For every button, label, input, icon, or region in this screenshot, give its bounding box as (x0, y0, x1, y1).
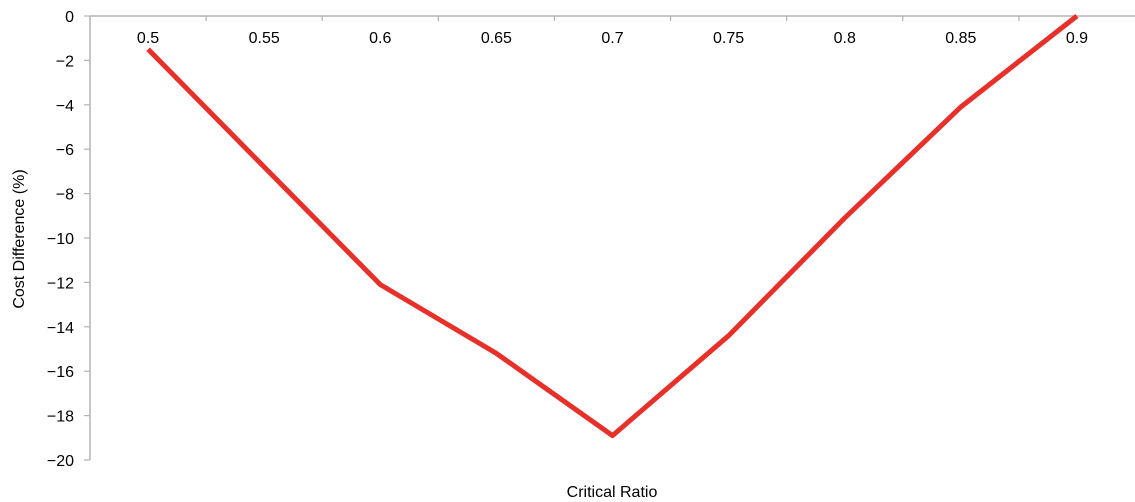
y-tick-label: −16 (47, 364, 74, 381)
x-tick-label: 0.8 (834, 30, 856, 47)
ticks (84, 15, 1020, 461)
x-axis-title: Critical Ratio (567, 484, 658, 501)
y-tick-label: −8 (56, 187, 74, 204)
y-tick-label: −18 (47, 409, 74, 426)
x-tick-label: 0.75 (713, 30, 744, 47)
x-tick-label: 0.5 (137, 30, 159, 47)
y-tick-label: −2 (56, 53, 74, 70)
y-tick-label: −10 (47, 231, 74, 248)
x-tick-label: 0.85 (945, 30, 976, 47)
y-axis-title: Cost Difference (%) (11, 169, 28, 308)
axes (89, 15, 1135, 460)
x-tick-label: 0.7 (601, 30, 623, 47)
x-tick-label: 0.9 (1066, 30, 1088, 47)
y-tick-label: −6 (56, 142, 74, 159)
x-tick-label: 0.55 (249, 30, 280, 47)
y-tick-label: 0 (65, 9, 74, 26)
series (146, 14, 1079, 439)
y-tick-label: −20 (47, 453, 74, 470)
x-tick-label: 0.65 (481, 30, 512, 47)
y-tick-label: −14 (47, 320, 74, 337)
series-line (146, 14, 1079, 439)
x-tick-label: 0.6 (369, 30, 391, 47)
y-tick-label: −4 (56, 98, 74, 115)
y-tick-label: −12 (47, 275, 74, 292)
tick-labels: 0 −2 −4 −6 −8 −10 −12 −14 −16 −18 −20 0.5 0.55 0.6 0.6… (47, 9, 1088, 470)
